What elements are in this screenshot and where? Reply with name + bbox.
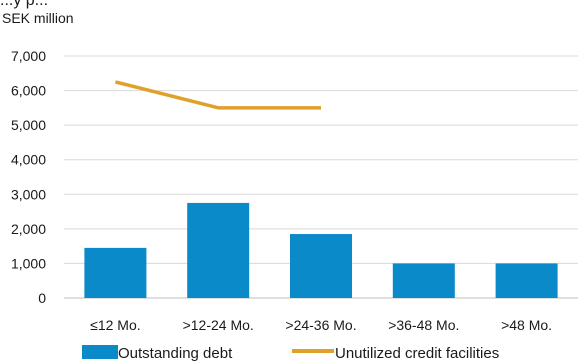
x-axis-ticks: ≤12 Mo. >12-24 Mo. >24-36 Mo. >36-48 Mo. >48… [90,317,552,333]
x-tick-label: ≤12 Mo. [90,317,140,333]
y-axis-unit-label: SEK million [2,10,74,26]
y-tick-label: 2,000 [11,221,46,237]
gridlines [64,55,578,299]
y-tick-label: 4,000 [11,152,46,168]
x-tick-label: >36-48 Mo. [388,317,459,333]
legend-label-outstanding-debt: Outstanding debt [118,345,233,362]
y-axis-ticks: 0 1,000 2,000 3,000 4,000 5,000 6,000 7,000 [11,48,46,306]
y-tick-label: 1,000 [11,255,46,271]
series-line [114,80,321,110]
y-tick-label: 7,000 [11,48,46,64]
bar [290,234,352,298]
x-tick-label: >48 Mo. [501,317,552,333]
line-series [114,80,321,110]
bar [392,263,455,298]
y-tick-label: 5,000 [11,117,46,133]
y-tick-label: 6,000 [11,83,46,99]
bar-series [84,202,558,298]
bar [495,263,558,298]
x-tick-label: >12-24 Mo. [183,317,254,333]
bar [187,202,250,298]
bar [84,247,147,298]
chart-title-fragment: ...y p... [0,0,49,9]
legend-label-unutilized-credit: Unutilized credit facilities [335,345,499,362]
x-tick-label: >24-36 Mo. [285,317,356,333]
y-tick-label: 0 [38,290,46,306]
legend-swatch-outstanding-debt [82,345,118,359]
legend: Outstanding debt Unutilized credit facil… [82,345,499,362]
y-tick-label: 3,000 [11,186,46,202]
